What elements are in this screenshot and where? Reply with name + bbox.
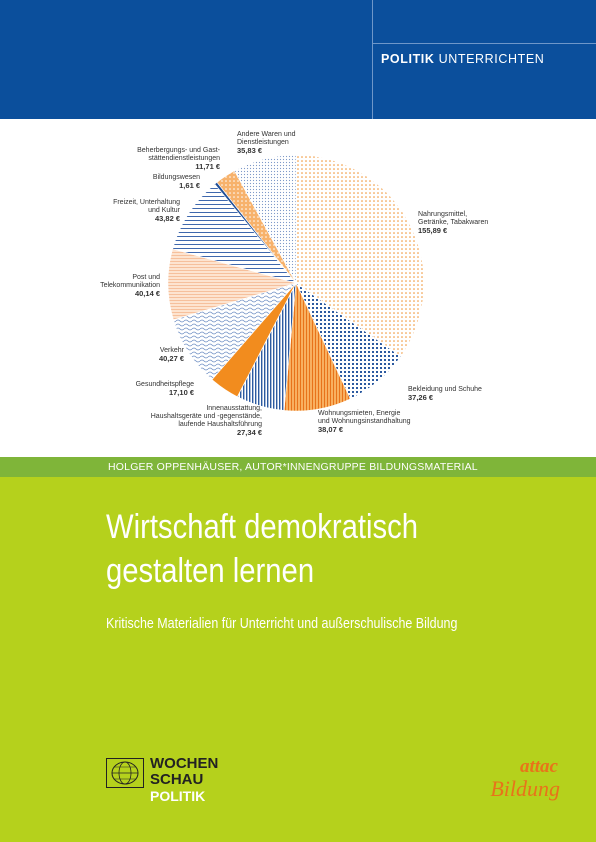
wochenschau-wordmark: WOCHEN SCHAU POLITIK xyxy=(150,755,219,805)
header-band: POLITIK UNTERRICHTEN xyxy=(0,0,596,119)
label-wohnung: Wohnungsmieten, Energie und Wohnungsinsta… xyxy=(318,410,411,434)
cover-title-area: Wirtschaft demokratisch gestalten lernen… xyxy=(0,477,596,842)
label-gesundheit: Gesundheitspflege 17,10 € xyxy=(135,381,194,397)
authors-band: HOLGER OPPENHÄUSER, AUTOR*INNENGRUPPE BI… xyxy=(0,457,596,477)
label-freizeit: Freizeit, Unterhaltung und Kultur 43,82 € xyxy=(113,199,180,223)
attac-wordmark: attac xyxy=(520,756,558,777)
book-title-line2: gestalten lernen xyxy=(106,552,315,590)
bildung-wordmark: Bildung xyxy=(490,776,560,801)
globe-icon xyxy=(106,758,144,788)
series-name-bold: POLITIK xyxy=(381,52,435,66)
series-name-rest: UNTERRICHTEN xyxy=(438,52,545,66)
label-post: Post und Telekommunikation 40,14 € xyxy=(100,274,160,298)
header-divider-horizontal xyxy=(372,43,596,44)
authors: HOLGER OPPENHÄUSER, AUTOR*INNENGRUPPE BI… xyxy=(108,461,478,473)
pie-chart-svg xyxy=(167,154,425,412)
pie-slice-0 xyxy=(295,154,425,357)
label-beherbergung: Beherbergungs- und Gast-stättendienstlei… xyxy=(137,147,220,171)
series-name: POLITIK UNTERRICHTEN xyxy=(381,52,544,66)
pie-chart: Nahrungsmittel, Getränke, Tabakwaren 155,8… xyxy=(0,119,596,457)
wochenschau-logo: WOCHEN SCHAU POLITIK xyxy=(106,756,246,808)
label-bildung: Bildungswesen 1,61 € xyxy=(152,174,200,190)
book-subtitle: Kritische Materialien für Unterricht und… xyxy=(106,616,458,632)
pie-slice-10 xyxy=(234,154,297,284)
header-divider-vertical xyxy=(372,0,373,119)
book-title-line1: Wirtschaft demokratisch xyxy=(106,508,418,546)
label-nahrung: Nahrungsmittel, Getränke, Tabakwaren 155,8… xyxy=(418,211,489,235)
label-innenausstattung: Innenausstattung, Haushaltsgeräte und -ge… xyxy=(150,405,262,437)
label-andere: Andere Waren und Dienstleistungen 35,83 € xyxy=(237,131,296,155)
label-bekleidung: Bekleidung und Schuhe 37,26 € xyxy=(408,386,482,402)
pie-slice-7 xyxy=(172,183,297,284)
book-title: Wirtschaft demokratisch gestalten lernen xyxy=(106,505,510,593)
attac-bildung-logo: attac Bildung xyxy=(486,756,566,811)
label-verkehr: Verkehr 40,27 € xyxy=(158,347,184,363)
